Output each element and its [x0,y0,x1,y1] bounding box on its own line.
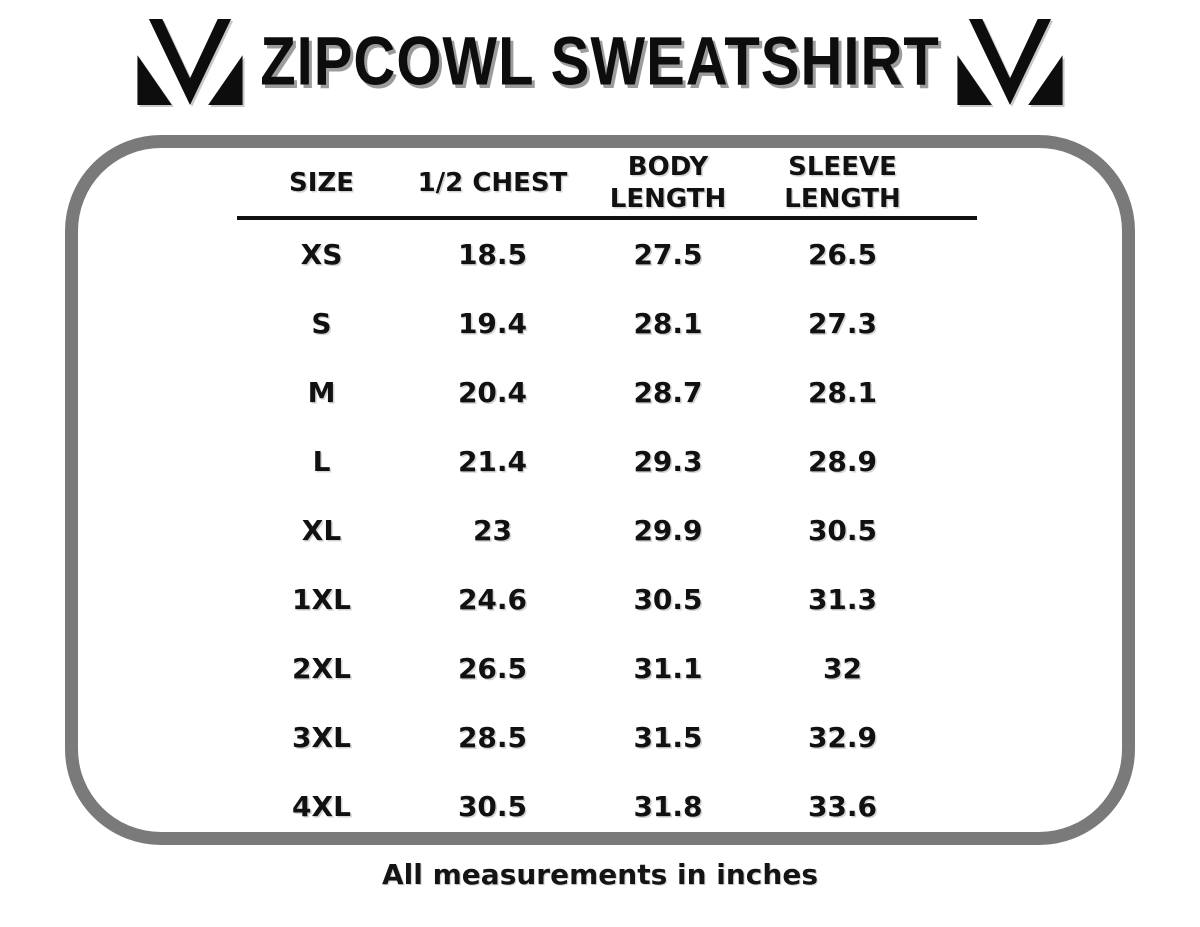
cell-size: 2XL [292,652,351,685]
cell-sleeve: 30.5 [807,514,878,547]
cell-body: 31.5 [633,721,703,754]
cell-size: XS [300,238,343,271]
m-monogram-icon [137,19,243,105]
table-row: 2XL 26.5 31.1 32 [237,634,977,703]
cell-chest: 26.5 [457,652,528,685]
cell-size: M [307,376,336,409]
masthead: ZIPCOWL SWEATSHIRT [0,14,1200,110]
table-row: L 21.4 29.3 28.9 [237,427,977,496]
column-header-body: BODY LENGTH [609,151,727,215]
cell-body: 28.7 [633,376,703,409]
cell-body: 29.3 [633,445,703,478]
table-row: M 20.4 28.7 28.1 [237,358,977,427]
cell-size: 3XL [292,721,351,754]
cell-size: XL [301,514,342,547]
cell-sleeve: 33.6 [807,790,878,823]
chart-frame [65,135,1135,845]
cell-size: 4XL [292,790,351,823]
cell-body: 30.5 [633,583,703,616]
cell-chest: 24.6 [457,583,528,616]
page-title: ZIPCOWL SWEATSHIRT [260,23,940,100]
column-header-sleeve: SLEEVE LENGTH [784,151,901,215]
table-row: XL 23 29.9 30.5 [237,496,977,565]
table-header-row: SIZE 1/2 CHEST BODY LENGTH SLEEVE LENGTH [237,150,977,216]
table-row: XS 18.5 27.5 26.5 [237,220,977,289]
cell-body: 27.5 [633,238,703,271]
cell-chest: 20.4 [457,376,528,409]
cell-sleeve: 32.9 [807,721,878,754]
column-header-chest: 1/2 CHEST [417,167,568,198]
cell-chest: 19.4 [457,307,528,340]
column-header-size: SIZE [288,167,354,198]
table-row: 3XL 28.5 31.5 32.9 [237,703,977,772]
size-chart-table: SIZE 1/2 CHEST BODY LENGTH SLEEVE LENGTH… [237,150,977,841]
cell-chest: 23 [473,514,512,547]
m-monogram-icon [957,19,1063,105]
cell-chest: 18.5 [457,238,528,271]
cell-sleeve: 26.5 [807,238,878,271]
table-row: 4XL 30.5 31.8 33.6 [237,772,977,841]
brand-logo-right [957,19,1063,105]
measurements-note: All measurements in inches [382,858,818,891]
table-body: XS 18.5 27.5 26.5 S 19.4 28.1 27.3 M 20.… [237,220,977,841]
cell-size: L [312,445,331,478]
cell-sleeve: 32 [823,652,862,685]
cell-sleeve: 27.3 [807,307,878,340]
table-row: 1XL 24.6 30.5 31.3 [237,565,977,634]
cell-chest: 21.4 [457,445,528,478]
cell-body: 28.1 [633,307,703,340]
cell-sleeve: 31.3 [807,583,878,616]
cell-body: 31.8 [633,790,703,823]
brand-logo-left [137,19,243,105]
header-divider [237,216,977,220]
cell-chest: 28.5 [457,721,528,754]
cell-body: 29.9 [633,514,703,547]
table-row: S 19.4 28.1 27.3 [237,289,977,358]
cell-size: 1XL [292,583,351,616]
cell-sleeve: 28.9 [807,445,878,478]
cell-size: S [311,307,332,340]
cell-sleeve: 28.1 [807,376,878,409]
cell-chest: 30.5 [457,790,528,823]
cell-body: 31.1 [633,652,703,685]
